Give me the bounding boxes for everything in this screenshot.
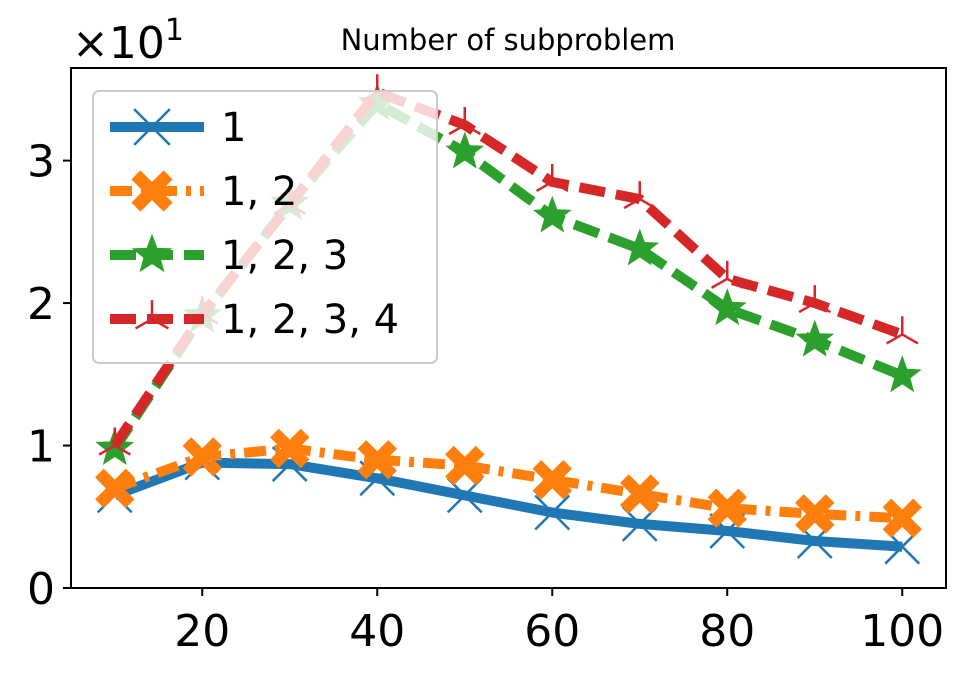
legend-marker-4 (134, 300, 170, 330)
series-4-point-50 (448, 106, 482, 136)
plot-frame (70, 67, 947, 589)
series-3-point-60 (532, 195, 572, 233)
series-2-point-90 (795, 494, 835, 534)
series-2-point-70 (620, 474, 660, 514)
series-2-point-80 (707, 488, 748, 528)
series-3-point-90 (795, 319, 835, 357)
series-2-point-40 (357, 440, 398, 480)
series-4-point-100 (885, 316, 919, 345)
y-tick-label-0: 0 (27, 564, 55, 615)
x-tick-label-20: 20 (174, 606, 230, 657)
x-tick-label-80: 80 (699, 606, 755, 657)
series-line-2 (113, 443, 903, 524)
series-2-point-60 (532, 459, 573, 500)
series-3-point-70 (620, 228, 660, 266)
legend-box (92, 90, 438, 364)
series-1-point-60 (534, 494, 571, 531)
legend-marker-1 (133, 108, 171, 146)
series-3-point-50 (445, 131, 485, 169)
y-multiplier-exponent: 1 (165, 13, 184, 48)
series-4-point-80 (710, 260, 744, 289)
series-4-point-70 (623, 181, 657, 210)
legend-label-2: 1, 2 (221, 169, 297, 215)
y-tick-label-1: 1 (27, 422, 55, 473)
series-2-point-10 (95, 468, 135, 509)
x-tick-label-100: 100 (860, 606, 944, 657)
series-4-point-90 (798, 285, 832, 314)
chart-title: Number of subproblem (341, 23, 676, 57)
series-2-point-30 (270, 428, 310, 469)
x-tick-label-60: 60 (524, 606, 580, 657)
series-2-point-20 (182, 437, 223, 477)
y-multiplier: ×101 (72, 13, 184, 69)
y-multiplier-base: ×10 (72, 18, 165, 69)
series-line-1 (113, 457, 903, 552)
series-3-point-80 (707, 288, 747, 326)
legend-label-1: 1 (221, 105, 246, 151)
y-tick-label-3: 3 (27, 137, 55, 188)
legend-marker-2 (131, 170, 173, 212)
series-3-point-100 (882, 355, 922, 393)
legend-marker-3 (131, 233, 173, 273)
legend-label-3: 1, 2, 3 (221, 233, 348, 279)
x-tick-label-40: 40 (349, 606, 405, 657)
series-2-point-50 (445, 445, 485, 486)
legend-label-4: 1, 2, 3, 4 (221, 297, 399, 343)
series-2-point-100 (882, 498, 923, 538)
series-4-point-60 (535, 163, 569, 193)
series-4-point-10 (98, 427, 132, 456)
y-tick-label-2: 2 (27, 279, 55, 330)
